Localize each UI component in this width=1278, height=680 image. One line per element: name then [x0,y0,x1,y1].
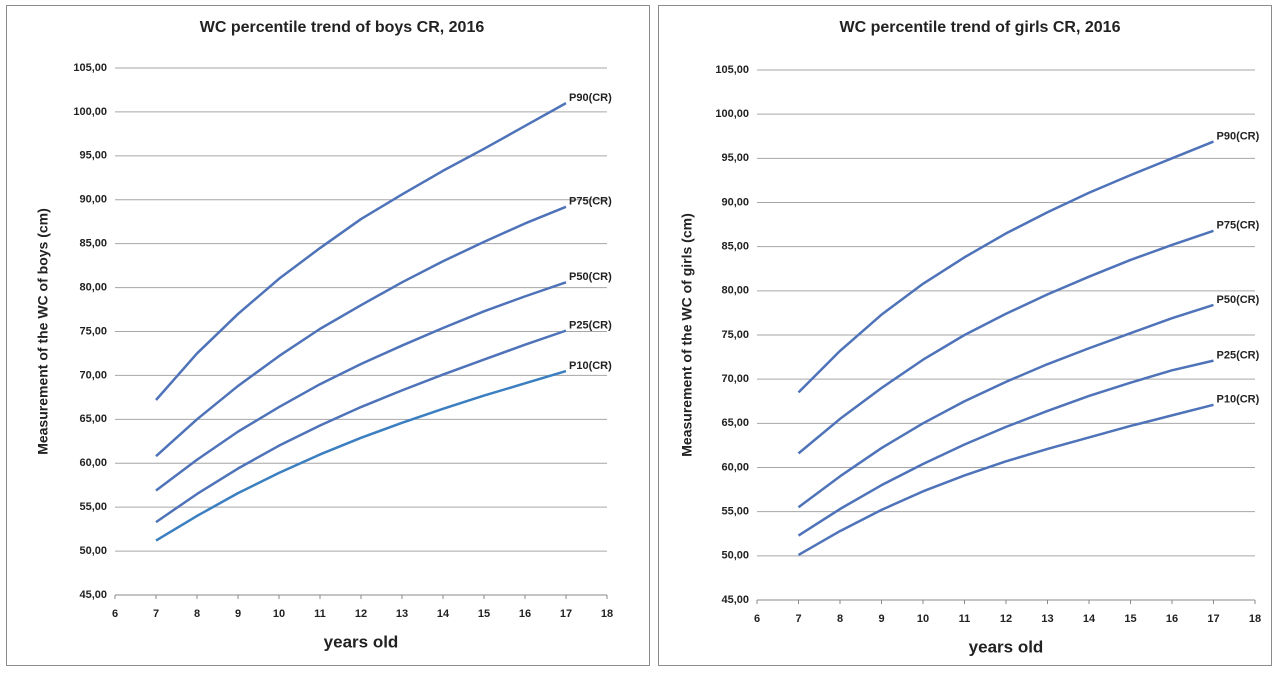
y-tick-label: 105,00 [715,64,749,76]
x-axis-title: years old [969,637,1044,656]
y-axis-title: Measurement of the WC of girls (cm) [679,213,695,456]
series-line [797,229,1214,455]
y-tick-label: 50,00 [79,545,107,557]
x-tick-label: 12 [1000,613,1012,625]
series-line [155,281,567,492]
x-tick-label: 14 [437,608,450,620]
y-tick-label: 70,00 [721,373,749,385]
series-label: P90(CR) [1217,130,1260,142]
chart-title: WC percentile trend of boys CR, 2016 [200,19,485,36]
x-tick-label: 6 [112,608,118,620]
series-line [155,369,567,542]
x-tick-label: 10 [917,613,929,625]
x-tick-label: 7 [795,613,801,625]
y-tick-label: 45,00 [721,594,749,606]
y-tick-label: 85,00 [721,241,749,253]
x-tick-label: 12 [355,608,367,620]
series-label: P25(CR) [1217,350,1260,362]
series-line [155,205,567,458]
y-tick-label: 55,00 [721,506,749,518]
x-tick-label: 14 [1083,613,1096,625]
y-tick-label: 100,00 [73,106,107,118]
x-tick-label: 13 [1041,613,1053,625]
chart-title: WC percentile trend of girls CR, 2016 [840,19,1121,36]
series-line [797,403,1214,557]
y-axis-title: Measurement of the WC of boys (cm) [35,208,51,455]
y-tick-label: 50,00 [721,550,749,562]
series-label: P75(CR) [1217,220,1260,232]
y-tick-label: 70,00 [79,369,107,381]
x-tick-label: 8 [194,608,200,620]
x-tick-label: 10 [273,608,285,620]
y-tick-label: 95,00 [79,150,107,162]
x-tick-label: 18 [1249,613,1261,625]
series-label: P50(CR) [569,271,612,283]
x-tick-label: 18 [601,608,613,620]
x-tick-label: 17 [560,608,572,620]
y-tick-label: 65,00 [721,417,749,429]
series-label: P25(CR) [569,320,612,332]
y-tick-label: 45,00 [79,589,107,601]
y-tick-label: 90,00 [79,194,107,206]
series-label: P10(CR) [569,360,612,372]
x-tick-label: 13 [396,608,408,620]
x-tick-label: 17 [1207,613,1219,625]
x-tick-label: 8 [837,613,843,625]
x-tick-label: 6 [754,613,760,625]
x-tick-label: 15 [478,608,490,620]
series-label: P50(CR) [1217,294,1260,306]
series-line [797,303,1214,509]
x-tick-label: 9 [235,608,241,620]
series-line [797,359,1214,537]
y-tick-label: 90,00 [721,196,749,208]
y-tick-label: 80,00 [79,281,107,293]
x-tick-label: 9 [878,613,884,625]
series-label: P75(CR) [569,196,612,208]
y-tick-label: 55,00 [79,501,107,513]
y-tick-label: 60,00 [721,461,749,473]
series-line [797,140,1214,394]
y-tick-label: 100,00 [715,108,749,120]
x-tick-label: 11 [959,613,971,625]
y-tick-label: 60,00 [79,457,107,469]
y-tick-label: 95,00 [721,152,749,164]
x-tick-label: 7 [153,608,159,620]
y-tick-label: 85,00 [79,238,107,250]
x-axis-title: years old [324,632,399,651]
y-tick-label: 75,00 [721,329,749,341]
x-tick-label: 15 [1124,613,1136,625]
x-tick-label: 11 [314,608,326,620]
series-line [155,329,567,524]
series-line [155,102,567,401]
x-tick-label: 16 [1166,613,1178,625]
series-label: P90(CR) [569,92,612,104]
y-tick-label: 75,00 [79,325,107,337]
x-tick-label: 16 [519,608,531,620]
y-tick-label: 105,00 [73,62,107,74]
y-tick-label: 65,00 [79,413,107,425]
y-tick-label: 80,00 [721,285,749,297]
series-label: P10(CR) [1217,394,1260,406]
